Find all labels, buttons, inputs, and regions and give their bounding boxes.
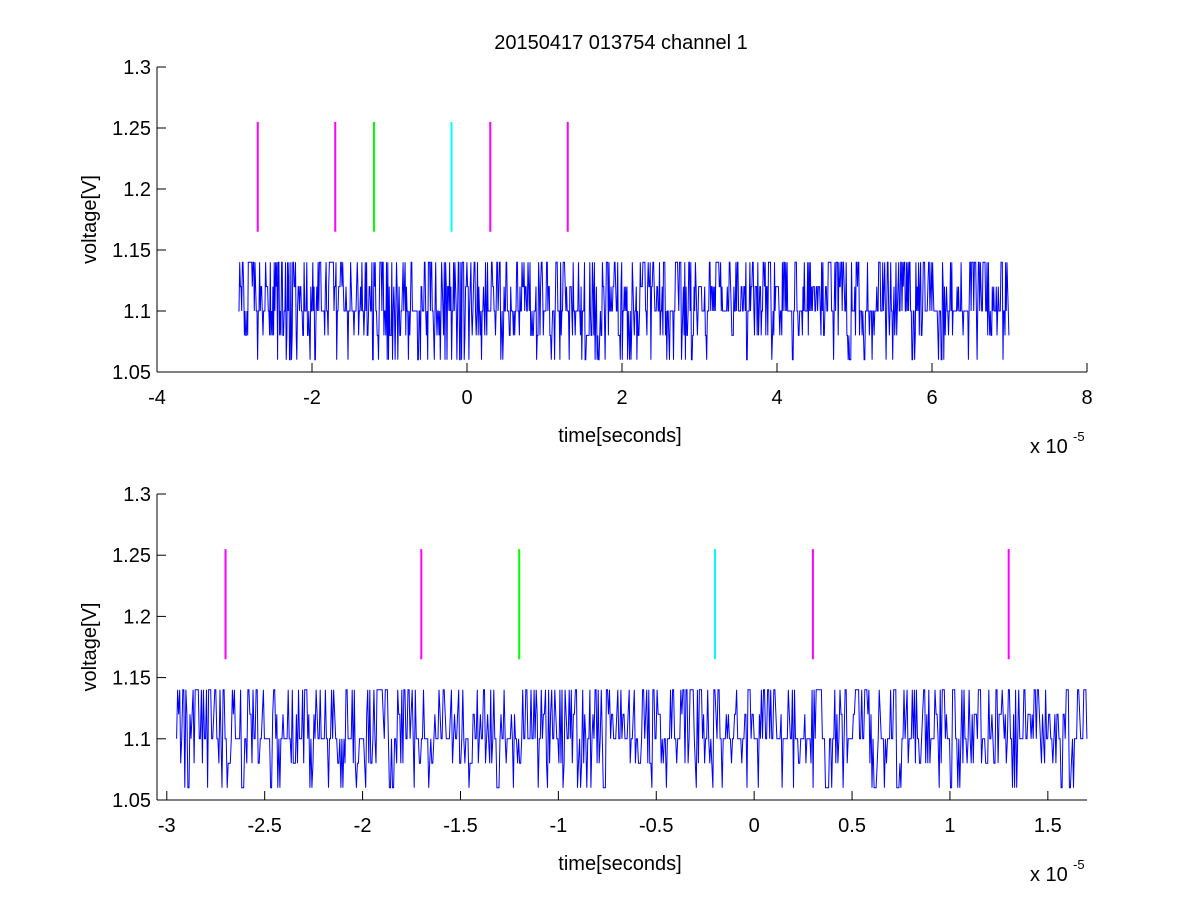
x-tick-label: -4 (148, 387, 166, 409)
x-tick-label: -2 (354, 815, 372, 837)
x-tick-label: -2.5 (247, 815, 281, 837)
x-tick-label: 0.5 (838, 815, 866, 837)
y-tick-label: 1.25 (112, 118, 151, 140)
x-tick-label: -1.5 (443, 815, 477, 837)
x-tick-label: 1 (944, 815, 955, 837)
y-axis-label: voltage[V] (79, 603, 101, 692)
signal-trace (238, 261, 1010, 361)
x-tick-label: 4 (771, 387, 782, 409)
x-exponent-multiplier: x 10 (1030, 864, 1068, 886)
y-tick-label: 1.05 (112, 790, 151, 812)
y-tick-label: 1.1 (123, 729, 151, 751)
y-tick-label: 1.15 (112, 668, 151, 690)
bottom-axes: 1.05 1.1 1.15 1.2 1.25 1.3 -3 -2.5 -2 -1.5 -1 -0.5 0… (79, 484, 1088, 886)
x-tick-label: 8 (1081, 387, 1092, 409)
x-tick-label: -0.5 (639, 815, 673, 837)
x-exponent-multiplier: x 10 (1030, 436, 1068, 458)
y-tick-label: 1.2 (123, 179, 151, 201)
y-axis-label: voltage[V] (79, 175, 101, 264)
y-tick-label: 1.25 (112, 545, 151, 567)
x-tick-label: 0 (749, 815, 760, 837)
y-tick-label: 1.2 (123, 606, 151, 628)
x-axis-label: time[seconds] (558, 853, 681, 875)
x-tick-label: 6 (926, 387, 937, 409)
x-tick-label: -3 (158, 815, 176, 837)
top-axes: 1.05 1.1 1.15 1.2 1.25 1.3 -4 -2 0 2 4 6 8 time[secon… (79, 57, 1093, 458)
x-tick-label: -1 (549, 815, 567, 837)
y-tick-label: 1.3 (123, 57, 151, 79)
x-exponent-power: -5 (1073, 429, 1085, 444)
chart-title: 20150417 013754 channel 1 (494, 32, 748, 54)
x-tick-label: 1.5 (1034, 815, 1062, 837)
y-tick-label: 1.1 (123, 301, 151, 323)
x-tick-label: 2 (616, 387, 627, 409)
x-tick-label: 0 (461, 387, 472, 409)
signal-trace (176, 689, 1088, 789)
y-tick-label: 1.15 (112, 240, 151, 262)
x-exponent-power: -5 (1073, 857, 1085, 872)
y-tick-label: 1.3 (123, 484, 151, 506)
y-tick-label: 1.05 (112, 362, 151, 384)
x-tick-label: -2 (303, 387, 321, 409)
x-axis-label: time[seconds] (558, 425, 681, 447)
